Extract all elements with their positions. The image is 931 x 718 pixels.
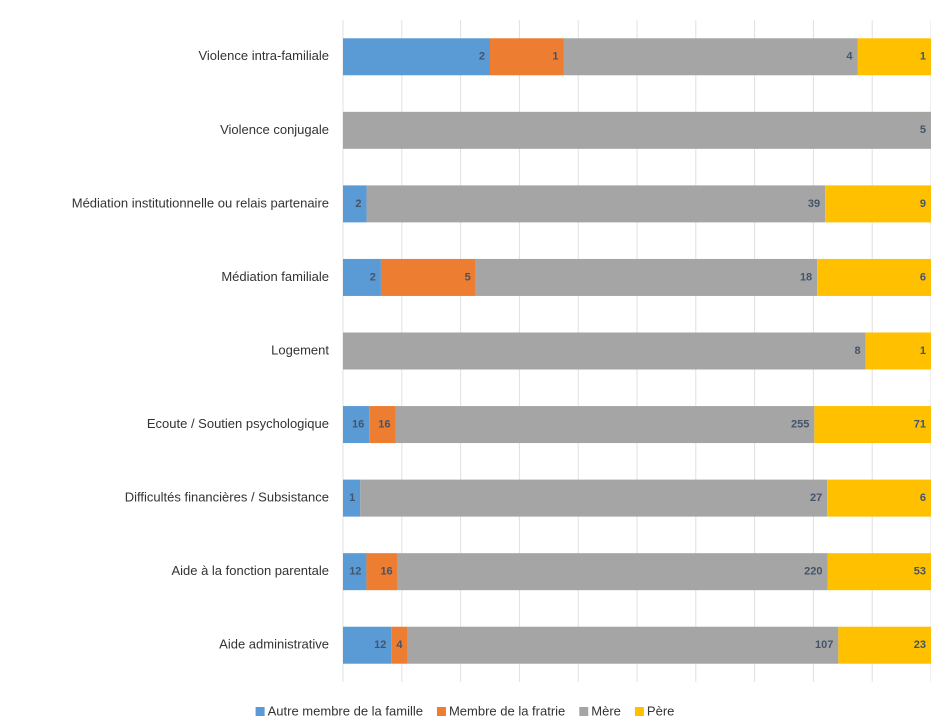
bar-segment bbox=[343, 258, 381, 296]
value-label: 1 bbox=[920, 345, 926, 357]
value-label: 27 bbox=[810, 492, 822, 504]
bar-segment bbox=[397, 553, 828, 591]
value-label: 220 bbox=[804, 566, 822, 578]
category-label: Médiation institutionnelle ou relais par… bbox=[72, 195, 329, 210]
bar-segment bbox=[475, 258, 818, 296]
value-label: 71 bbox=[914, 418, 926, 430]
value-label: 255 bbox=[791, 418, 809, 430]
bar-segment bbox=[366, 553, 398, 591]
legend-swatch bbox=[436, 707, 446, 716]
value-label: 16 bbox=[378, 418, 390, 430]
value-label: 2 bbox=[355, 198, 361, 210]
legend-swatch bbox=[579, 707, 589, 716]
bar-segment bbox=[360, 479, 828, 517]
value-label: 4 bbox=[396, 639, 403, 651]
legend-label: Membre de la fratrie bbox=[449, 703, 565, 718]
value-label: 8 bbox=[855, 345, 861, 357]
bar-segment bbox=[343, 332, 866, 370]
category-label: Aide à la fonction parentale bbox=[171, 563, 329, 578]
bar-segment bbox=[343, 406, 370, 444]
category-label: Violence intra-familiale bbox=[198, 48, 329, 63]
category-label: Violence conjugale bbox=[220, 122, 329, 137]
value-label: 2 bbox=[370, 271, 376, 283]
value-label: 23 bbox=[914, 639, 926, 651]
category-label: Difficultés financières / Subsistance bbox=[125, 490, 329, 505]
bar-segment bbox=[343, 38, 490, 76]
bar-segment bbox=[343, 553, 367, 591]
bar-segment bbox=[838, 626, 931, 664]
value-label: 1 bbox=[349, 492, 355, 504]
value-label: 5 bbox=[465, 271, 471, 283]
category-label: Logement bbox=[271, 342, 329, 357]
bar-segment bbox=[814, 406, 931, 444]
bar-segment bbox=[343, 185, 367, 223]
value-label: 4 bbox=[846, 51, 853, 63]
bar-segment bbox=[817, 258, 931, 296]
bar-segment bbox=[827, 479, 931, 517]
bar-segment bbox=[391, 626, 408, 664]
bar-segment bbox=[369, 406, 396, 444]
bar-segment bbox=[490, 38, 564, 76]
legend: Autre membre de la famille Membre de la f… bbox=[255, 703, 674, 718]
value-label: 16 bbox=[380, 566, 392, 578]
bar-segment bbox=[380, 258, 476, 296]
value-label: 1 bbox=[920, 51, 926, 63]
value-label: 107 bbox=[815, 639, 833, 651]
bar-segment bbox=[395, 406, 815, 444]
bar-segment bbox=[825, 185, 931, 223]
category-label: Aide administrative bbox=[219, 637, 329, 652]
value-label: 39 bbox=[808, 198, 820, 210]
bar-segment bbox=[857, 38, 931, 76]
value-label: 53 bbox=[914, 566, 926, 578]
value-label: 9 bbox=[920, 198, 926, 210]
bar-segment bbox=[827, 553, 931, 591]
value-label: 2 bbox=[479, 51, 485, 63]
bar-segment bbox=[407, 626, 839, 664]
value-label: 1 bbox=[552, 51, 558, 63]
legend-label: Père bbox=[647, 703, 674, 718]
bar-segment bbox=[366, 185, 826, 223]
bar-segment bbox=[343, 111, 931, 149]
category-label: Ecoute / Soutien psychologique bbox=[147, 416, 329, 431]
value-label: 6 bbox=[920, 271, 926, 283]
legend-label: Mère bbox=[591, 703, 621, 718]
value-label: 12 bbox=[349, 566, 361, 578]
value-label: 5 bbox=[920, 124, 926, 136]
value-label: 12 bbox=[374, 639, 386, 651]
value-label: 18 bbox=[800, 271, 812, 283]
bar-segment bbox=[343, 626, 392, 664]
bar-segment bbox=[865, 332, 931, 370]
value-label: 6 bbox=[920, 492, 926, 504]
value-label: 16 bbox=[352, 418, 364, 430]
bar-segment bbox=[343, 479, 361, 517]
legend-swatch bbox=[634, 707, 644, 716]
legend-swatch bbox=[255, 707, 265, 716]
category-label: Médiation familiale bbox=[221, 269, 329, 284]
legend-label: Autre membre de la famille bbox=[268, 703, 423, 718]
bar-segment bbox=[563, 38, 858, 76]
